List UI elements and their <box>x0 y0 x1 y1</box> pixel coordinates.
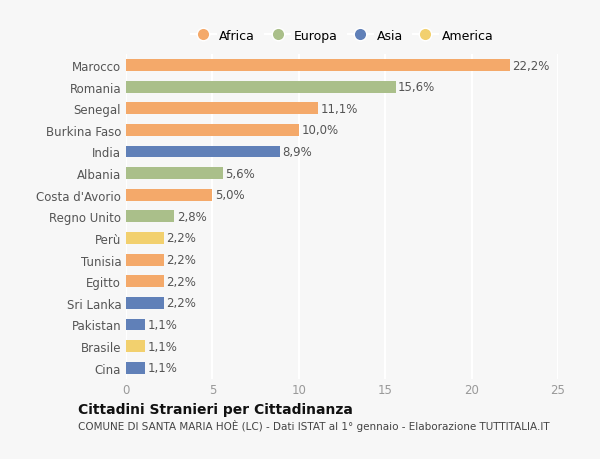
Text: 2,2%: 2,2% <box>167 275 196 288</box>
Text: 10,0%: 10,0% <box>301 124 338 137</box>
Bar <box>126 297 164 309</box>
Text: 2,2%: 2,2% <box>167 253 196 267</box>
Text: 1,1%: 1,1% <box>148 361 178 375</box>
Bar <box>126 146 280 158</box>
Text: 1,1%: 1,1% <box>148 318 178 331</box>
Text: 11,1%: 11,1% <box>320 102 358 116</box>
Text: 2,2%: 2,2% <box>167 232 196 245</box>
Bar <box>126 211 175 223</box>
Bar <box>126 362 145 374</box>
Text: COMUNE DI SANTA MARIA HOÈ (LC) - Dati ISTAT al 1° gennaio - Elaborazione TUTTITA: COMUNE DI SANTA MARIA HOÈ (LC) - Dati IS… <box>78 419 550 431</box>
Text: 2,2%: 2,2% <box>167 297 196 310</box>
Bar <box>126 125 299 136</box>
Text: Cittadini Stranieri per Cittadinanza: Cittadini Stranieri per Cittadinanza <box>78 402 353 416</box>
Text: 22,2%: 22,2% <box>512 59 550 73</box>
Bar <box>126 254 164 266</box>
Text: 8,9%: 8,9% <box>283 146 312 159</box>
Text: 15,6%: 15,6% <box>398 81 436 94</box>
Text: 5,6%: 5,6% <box>226 167 255 180</box>
Bar <box>126 103 318 115</box>
Bar <box>126 168 223 179</box>
Bar <box>126 319 145 330</box>
Bar <box>126 82 395 93</box>
Bar <box>126 190 212 201</box>
Legend: Africa, Europa, Asia, America: Africa, Europa, Asia, America <box>187 26 497 46</box>
Text: 2,8%: 2,8% <box>177 210 207 224</box>
Text: 1,1%: 1,1% <box>148 340 178 353</box>
Bar <box>126 276 164 287</box>
Text: 5,0%: 5,0% <box>215 189 245 202</box>
Bar <box>126 60 509 72</box>
Bar <box>126 233 164 244</box>
Bar <box>126 341 145 352</box>
